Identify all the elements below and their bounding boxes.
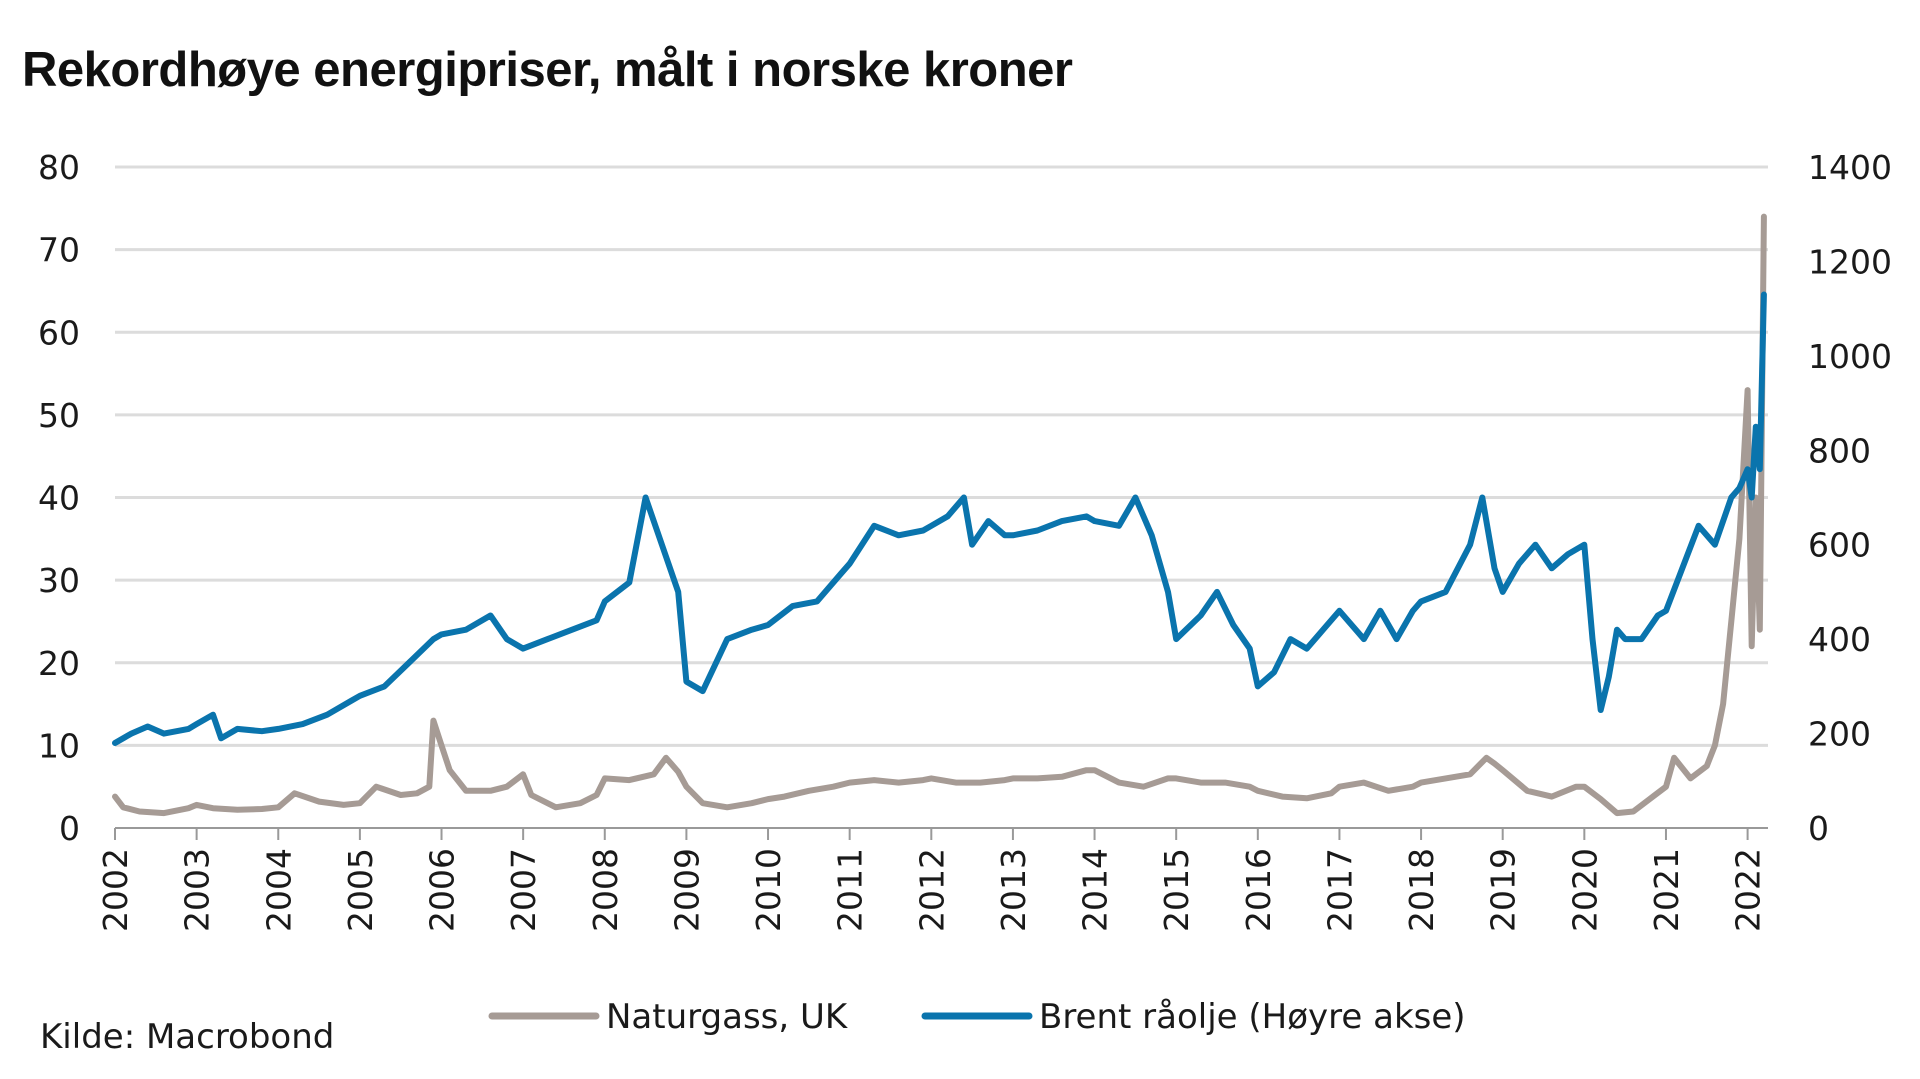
axes: 0102030405060708002004006008001000120014… bbox=[38, 148, 1892, 932]
x-tick-label: 2021 bbox=[1647, 848, 1686, 932]
y-right-tick-label: 1000 bbox=[1808, 337, 1892, 376]
x-tick-label: 2016 bbox=[1239, 848, 1278, 932]
series-lines bbox=[112, 213, 1767, 817]
x-tick-label: 2008 bbox=[586, 848, 625, 932]
x-tick-label: 2005 bbox=[341, 848, 380, 932]
x-tick-label: 2010 bbox=[749, 848, 788, 932]
y-right-tick-label: 600 bbox=[1808, 526, 1871, 565]
x-tick-label: 2014 bbox=[1076, 848, 1115, 932]
y-right-tick-label: 1200 bbox=[1808, 242, 1892, 281]
y-right-tick-label: 0 bbox=[1808, 809, 1829, 848]
gridlines bbox=[115, 165, 1768, 747]
legend: Naturgass, UK Brent råolje (Høyre akse) bbox=[488, 997, 1466, 1037]
brent-series-line bbox=[112, 291, 1767, 746]
y-left-tick-label: 20 bbox=[38, 644, 80, 683]
source-label: Kilde: Macrobond bbox=[40, 1017, 334, 1057]
y-left-tick-label: 30 bbox=[38, 561, 80, 600]
y-right-tick-label: 200 bbox=[1808, 715, 1871, 754]
y-left-tick-label: 40 bbox=[38, 479, 80, 518]
legend-label: Naturgass, UK bbox=[606, 997, 849, 1037]
x-tick-label: 2004 bbox=[259, 848, 298, 932]
naturgass-series-line bbox=[112, 213, 1767, 817]
x-tick-label: 2011 bbox=[831, 848, 870, 932]
y-right-tick-label: 400 bbox=[1808, 620, 1871, 659]
y-left-tick-label: 60 bbox=[38, 313, 80, 352]
x-tick-label: 2009 bbox=[667, 848, 706, 932]
x-tick-label: 2006 bbox=[423, 848, 462, 932]
y-left-tick-label: 80 bbox=[38, 148, 80, 187]
y-right-tick-label: 800 bbox=[1808, 431, 1871, 470]
y-right-tick-label: 1400 bbox=[1808, 148, 1892, 187]
legend-label: Brent råolje (Høyre akse) bbox=[1039, 997, 1466, 1037]
x-tick-label: 2022 bbox=[1729, 848, 1768, 932]
x-tick-label: 2017 bbox=[1320, 848, 1359, 932]
y-left-tick-label: 0 bbox=[59, 809, 80, 848]
x-tick-label: 2019 bbox=[1484, 848, 1523, 932]
x-tick-label: 2003 bbox=[178, 848, 217, 932]
y-left-tick-label: 50 bbox=[38, 396, 80, 435]
y-left-tick-label: 10 bbox=[38, 726, 80, 765]
x-tick-label: 2015 bbox=[1157, 848, 1196, 932]
x-tick-label: 2013 bbox=[994, 848, 1033, 932]
y-left-tick-label: 70 bbox=[38, 231, 80, 270]
x-tick-label: 2002 bbox=[96, 848, 135, 932]
chart-title: Rekordhøye energipriser, målt i norske k… bbox=[22, 43, 1073, 97]
x-tick-label: 2007 bbox=[504, 848, 543, 932]
x-tick-label: 2012 bbox=[912, 848, 951, 932]
x-tick-label: 2018 bbox=[1402, 848, 1441, 932]
x-tick-label: 2020 bbox=[1565, 848, 1604, 932]
